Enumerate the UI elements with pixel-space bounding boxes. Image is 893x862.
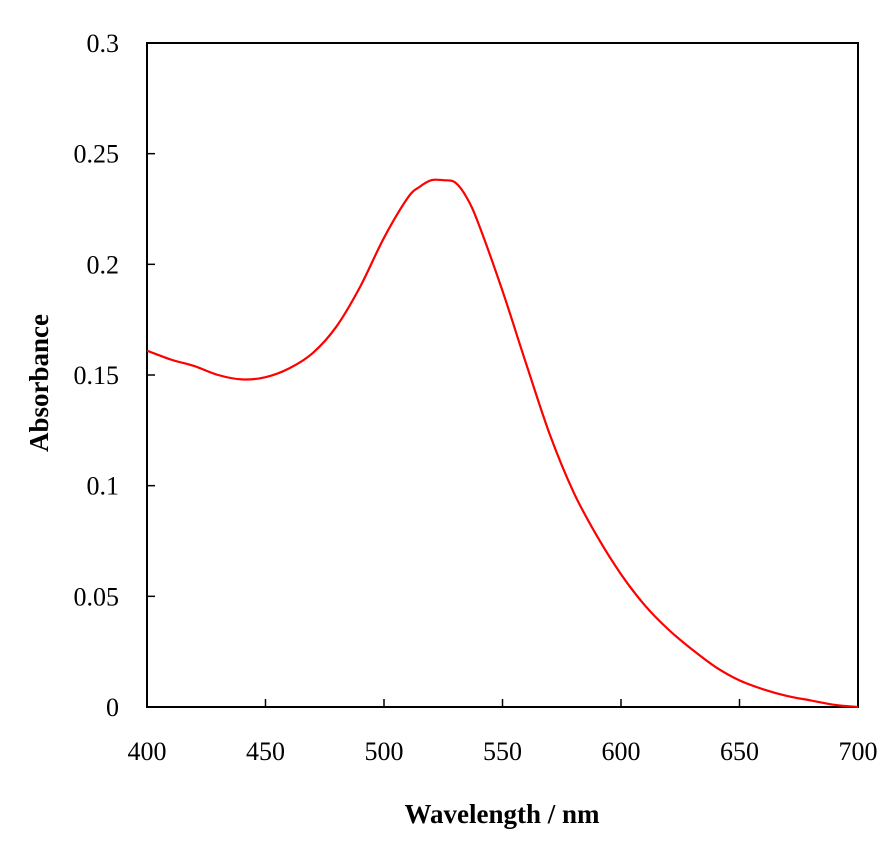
y-tick-label: 0.25: [74, 140, 120, 169]
series-layer: [146, 178, 859, 709]
x-tick-label: 600: [602, 737, 641, 766]
x-tick-label: 550: [483, 737, 522, 766]
y-tick-label: 0.3: [87, 29, 120, 58]
x-tick-label: 450: [246, 737, 285, 766]
y-axis-title: Absorbance: [24, 314, 54, 452]
plot-area: [146, 42, 859, 708]
y-tick-label: 0.2: [87, 250, 120, 279]
y-tick-label: 0.15: [74, 361, 120, 390]
y-tick-label: 0.05: [74, 582, 120, 611]
x-axis-title: Wavelength / nm: [404, 799, 600, 829]
absorbance-series-line: [146, 178, 859, 709]
y-tick-label: 0: [106, 693, 119, 722]
x-axis-ticks: 400 450 500 550 600 650 700: [128, 699, 878, 766]
y-tick-label: 0.1: [87, 472, 120, 501]
x-tick-label: 400: [128, 737, 167, 766]
x-tick-label: 650: [720, 737, 759, 766]
x-tick-label: 700: [839, 737, 878, 766]
x-tick-label: 500: [365, 737, 404, 766]
y-axis-ticks: 0 0.05 0.1 0.15 0.2 0.25 0.3: [74, 29, 155, 722]
